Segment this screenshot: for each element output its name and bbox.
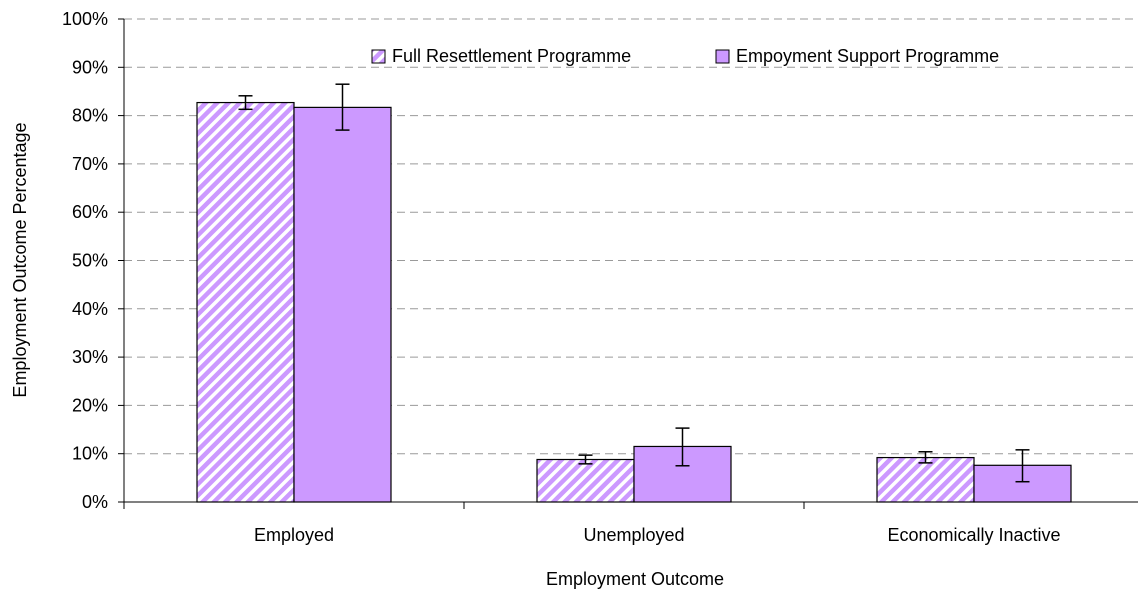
y-tick-label: 30% xyxy=(72,347,108,367)
y-tick-label: 70% xyxy=(72,154,108,174)
legend: Full Resettlement Programme Empoyment Sup… xyxy=(371,46,999,66)
bar xyxy=(876,456,975,503)
bar xyxy=(293,106,392,503)
legend-swatch xyxy=(715,49,730,64)
x-category-labels: Employed Unemployed Economically Inactive xyxy=(254,525,1061,545)
bar xyxy=(536,458,635,503)
y-tick-label: 50% xyxy=(72,251,108,271)
bar xyxy=(196,101,295,503)
x-axis-title: Employment Outcome xyxy=(546,569,724,589)
y-tick-label: 10% xyxy=(72,444,108,464)
y-tick-labels: 0% 10% 20% 30% 40% 50% 60% 70% 80% 90% 100% xyxy=(62,9,108,512)
error-bars xyxy=(238,83,1030,483)
axes xyxy=(118,18,1138,509)
x-category-label: Unemployed xyxy=(583,525,684,545)
legend-label: Full Resettlement Programme xyxy=(392,46,631,66)
legend-swatch xyxy=(371,49,386,64)
bars xyxy=(196,101,1072,503)
y-tick-label: 100% xyxy=(62,9,108,29)
y-axis-title: Employment Outcome Percentage xyxy=(10,122,30,397)
y-tick-label: 60% xyxy=(72,202,108,222)
legend-label: Empoyment Support Programme xyxy=(736,46,999,66)
y-tick-label: 40% xyxy=(72,299,108,319)
x-category-label: Economically Inactive xyxy=(887,525,1060,545)
x-category-label: Employed xyxy=(254,525,334,545)
y-tick-label: 0% xyxy=(82,492,108,512)
y-tick-label: 90% xyxy=(72,57,108,77)
y-tick-label: 20% xyxy=(72,395,108,415)
y-tick-label: 80% xyxy=(72,106,108,126)
